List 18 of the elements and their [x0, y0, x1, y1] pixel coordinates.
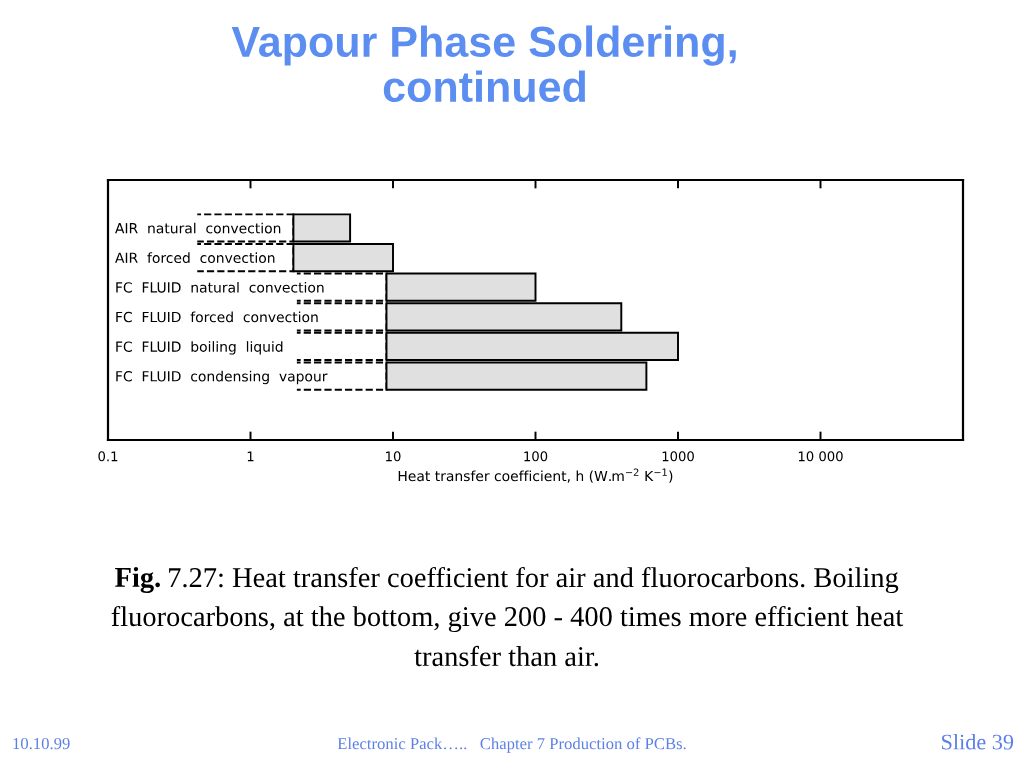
x-tick-label: 100 — [524, 451, 548, 462]
text: Electronic Pack….. Chapter 7 Production of PCBs. — [337, 737, 686, 753]
caption: Fig. 7.27: Heat transfer coefficient for air and fluorocarbons. Boiling fluorocarbons, at the bottom, give 200 - 400 times more efficient heat transfer than air. — [111, 566, 904, 667]
y-tick-label: AIR forced convection — [115, 252, 275, 264]
y-tick-label: AIR natural convection — [115, 222, 281, 234]
text: Slide 39 — [942, 733, 1014, 750]
x-tick-label: 1 — [247, 451, 254, 462]
x-axis-title: Heat transfer coefficient, h (W.m$^{−2}$ K$^{−1}$) — [398, 468, 673, 483]
y-tick-label: FC FLUID boiling liquid — [116, 341, 283, 355]
x-tick-label: 10 000 — [798, 451, 843, 462]
x-tick-label: 0.1 — [98, 451, 118, 462]
x-tick-label: 1000 — [662, 451, 694, 462]
chart-title: Vapour Phase Soldering, continued — [231, 25, 736, 103]
y-tick-label: FC FLUID condensing vapour — [116, 370, 328, 385]
x-tick-label: 10 — [386, 451, 401, 462]
y-tick-label: FC FLUID natural convection — [116, 281, 324, 293]
text: 10.10.99 — [13, 737, 70, 750]
y-tick-label: FC FLUID forced convection — [116, 311, 318, 323]
